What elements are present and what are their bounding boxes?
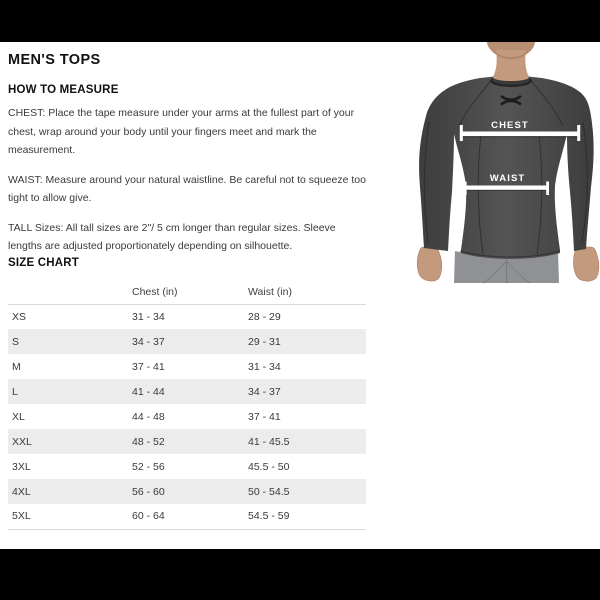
size-chart: Chest (in) Waist (in) XS 31 - 34 28 - 29… <box>8 280 366 530</box>
size-chart-header-row: Chest (in) Waist (in) <box>8 280 366 305</box>
cell-waist: 41 - 45.5 <box>244 429 366 454</box>
cell-chest: 31 - 34 <box>132 310 165 323</box>
col-header-waist: Waist (in) <box>244 280 366 305</box>
cell-chest: 56 - 60 <box>128 479 244 504</box>
model-shirt <box>419 50 594 259</box>
col-header-chest: Chest (in) <box>128 280 244 305</box>
cell-size: XL <box>12 410 25 423</box>
cell-chest: 37 - 41 <box>132 360 165 373</box>
cell-size: 4XL <box>8 479 128 504</box>
bottom-frame-bar <box>0 549 600 600</box>
shirt-seams <box>423 79 588 258</box>
cell-chest: 34 - 37 <box>128 329 244 354</box>
cell-size: XXL <box>8 429 128 454</box>
cell-size: 3XL <box>12 460 31 473</box>
tall-instruction: TALL Sizes: All tall sizes are 2"/ 5 cm … <box>8 221 336 253</box>
cell-waist: 28 - 29 <box>248 310 281 323</box>
cell-waist: 45.5 - 50 <box>248 460 290 473</box>
table-row-l: L 41 - 44 34 - 37 <box>8 379 366 404</box>
cell-waist: 34 - 37 <box>244 379 366 404</box>
cell-waist: 54.5 - 59 <box>244 504 366 530</box>
cell-chest: 44 - 48 <box>132 410 165 423</box>
model-hands <box>416 246 600 282</box>
chest-measure-bar: CHEST <box>459 120 581 141</box>
table-row-xs: XS 31 - 34 28 - 29 <box>8 304 366 329</box>
cell-size: S <box>8 329 128 354</box>
brand-logo-icon <box>500 94 522 106</box>
table-row-5xl: 5XL 60 - 64 54.5 - 59 <box>8 504 366 530</box>
chest-instruction: CHEST: Place the tape measure under your… <box>8 107 355 156</box>
chest-measure-label: CHEST <box>491 120 529 131</box>
how-to-measure-heading: HOW TO MEASURE <box>8 84 119 96</box>
cell-waist: 29 - 31 <box>244 329 366 354</box>
top-frame-bar <box>0 0 600 42</box>
waist-measure-bar: WAIST <box>463 173 549 195</box>
measure-instructions: CHEST: Place the tape measure under your… <box>8 104 370 267</box>
cell-size: XS <box>12 310 27 323</box>
cell-waist: 37 - 41 <box>248 410 281 423</box>
size-chart-heading: SIZE CHART <box>8 257 79 269</box>
cell-chest: 48 - 52 <box>128 429 244 454</box>
cell-size: L <box>8 379 128 404</box>
model-photo: CHEST WAIST <box>416 42 600 284</box>
table-row-4xl: 4XL 56 - 60 50 - 54.5 <box>8 479 366 504</box>
waist-measure-label: WAIST <box>490 173 526 184</box>
page-title: MEN'S TOPS <box>8 52 101 68</box>
waist-instruction: WAIST: Measure around your natural waist… <box>8 173 366 205</box>
size-chart-table: Chest (in) Waist (in) XS 31 - 34 28 - 29… <box>8 280 366 530</box>
cell-chest: 60 - 64 <box>128 504 244 530</box>
cell-size: 5XL <box>8 504 128 530</box>
model-shorts <box>454 251 559 284</box>
col-header-size <box>8 280 128 305</box>
table-row-s: S 34 - 37 29 - 31 <box>8 329 366 354</box>
table-row-xl: XL 44 - 48 37 - 41 <box>8 404 366 429</box>
cell-waist: 31 - 34 <box>248 360 281 373</box>
cell-chest: 41 - 44 <box>128 379 244 404</box>
table-row-3xl: 3XL 52 - 56 45.5 - 50 <box>8 454 366 479</box>
table-row-xxl: XXL 48 - 52 41 - 45.5 <box>8 429 366 454</box>
cell-waist: 50 - 54.5 <box>244 479 366 504</box>
cell-chest: 52 - 56 <box>132 460 165 473</box>
cell-size: M <box>12 360 21 373</box>
table-row-m: M 37 - 41 31 - 34 <box>8 354 366 379</box>
